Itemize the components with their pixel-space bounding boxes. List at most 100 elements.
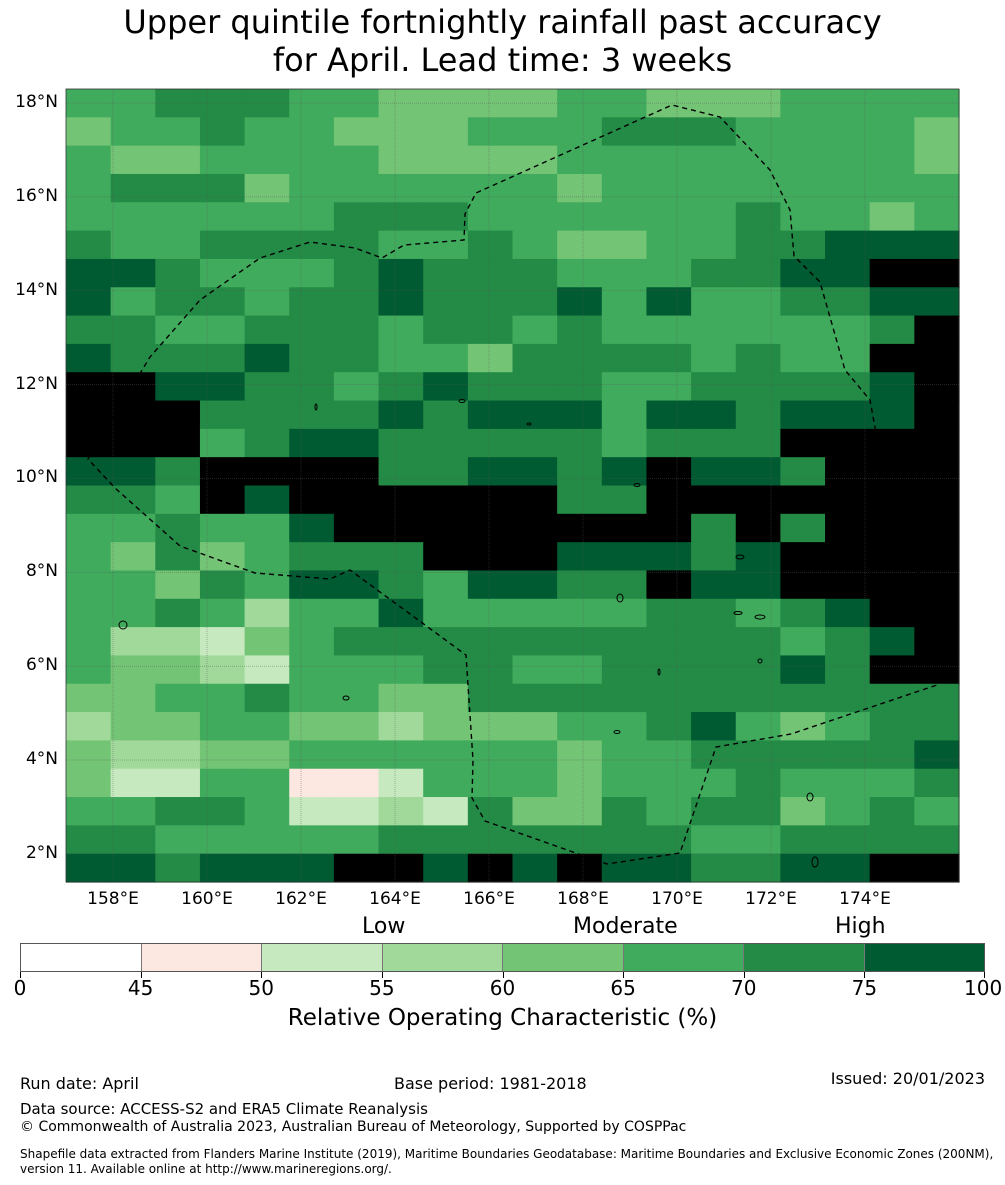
grid-cell <box>66 230 112 260</box>
grid-cell <box>646 853 692 883</box>
latitude-label: 2°N <box>25 842 58 863</box>
grid-cell <box>155 173 201 203</box>
grid-cell <box>66 457 112 487</box>
grid-cell <box>825 117 871 147</box>
colorbar-tick <box>502 972 504 978</box>
grid-cell <box>66 343 112 373</box>
grid-cell <box>914 117 960 147</box>
grid-cell <box>646 145 692 175</box>
grid-cell <box>467 712 514 741</box>
grid-cell <box>155 343 201 373</box>
grid-cell <box>512 513 558 543</box>
grid-cell <box>557 683 603 713</box>
grid-cell <box>467 230 514 260</box>
colorbar-tick <box>984 972 985 978</box>
grid-cell <box>244 683 290 713</box>
grid-cell <box>155 853 201 883</box>
grid-cell <box>914 287 960 317</box>
grid-cell <box>512 853 558 883</box>
grid-cell <box>646 740 692 770</box>
grid-cell <box>601 173 648 203</box>
grid-cell <box>557 372 603 402</box>
grid-cell <box>155 740 201 770</box>
grid-cell <box>244 315 290 345</box>
grid-cell <box>467 825 514 855</box>
grid-cell <box>244 513 290 543</box>
grid-cell <box>869 343 915 373</box>
grid-cell <box>110 768 156 798</box>
grid-cell <box>155 683 201 713</box>
grid-cell <box>423 202 469 232</box>
grid-cell <box>601 797 648 826</box>
grid-cell <box>825 457 871 487</box>
grid-cell <box>691 89 737 118</box>
grid-cell <box>780 145 826 175</box>
grid-cell <box>289 513 335 543</box>
map-title-line-2: for April. Lead time: 3 weeks <box>272 41 733 79</box>
grid-cell <box>512 485 558 515</box>
grid-cell <box>691 513 737 543</box>
grid-cell <box>914 173 960 203</box>
grid-cell <box>423 797 469 826</box>
grid-cell <box>199 683 246 713</box>
grid-cell <box>601 343 648 373</box>
grid-cell <box>423 712 469 741</box>
latitude-label: 8°N <box>25 561 58 582</box>
grid-cell <box>557 627 603 657</box>
island <box>526 422 532 426</box>
grid-cell <box>333 457 380 487</box>
map-frame <box>65 88 960 883</box>
colorbar-tick <box>261 972 263 978</box>
grid-cell <box>467 202 514 232</box>
island <box>757 658 763 664</box>
grid-cell <box>646 542 692 572</box>
grid-cell <box>66 400 112 430</box>
grid-cell <box>869 740 915 770</box>
grid-cell <box>155 372 201 402</box>
grid-cell <box>199 400 246 430</box>
grid-cell <box>825 343 871 373</box>
grid-cell <box>467 117 514 147</box>
grid-cell <box>378 457 424 487</box>
island <box>806 792 814 802</box>
grid-cell <box>601 202 648 232</box>
grid-cell <box>646 428 692 458</box>
grid-cell <box>646 173 692 203</box>
colorbar-tick <box>20 972 21 978</box>
grid-cell <box>155 825 201 855</box>
latitude-label: 16°N <box>15 185 58 206</box>
grid-cell <box>155 797 201 826</box>
grid-cell <box>155 315 201 345</box>
grid-cell <box>691 173 737 203</box>
grid-cell <box>199 173 246 203</box>
grid-cell <box>601 428 648 458</box>
grid-cell <box>825 485 871 515</box>
grid-cell <box>244 542 290 572</box>
grid-cell <box>289 485 335 515</box>
grid-cell <box>66 145 112 175</box>
grid-cell <box>333 315 380 345</box>
grid-cell <box>199 315 246 345</box>
grid-cell <box>244 797 290 826</box>
grid-cell <box>825 655 871 685</box>
grid-cell <box>512 598 558 628</box>
category-moderate-label: Moderate <box>573 914 678 939</box>
grid-cell <box>110 145 156 175</box>
grid-cell <box>155 258 201 288</box>
grid-cell <box>557 542 603 572</box>
grid-cell <box>378 400 424 430</box>
grid-cell <box>333 542 380 572</box>
grid-cell <box>110 258 156 288</box>
grid-cell <box>601 655 648 685</box>
category-high-label: High <box>835 914 886 939</box>
grid-cell <box>869 173 915 203</box>
grid-cell <box>735 457 781 487</box>
grid-cell <box>780 768 826 798</box>
grid-cell <box>601 513 648 543</box>
grid-cell <box>869 400 915 430</box>
grid-cell <box>378 315 424 345</box>
grid-cell <box>512 145 558 175</box>
grid-cell <box>914 89 960 118</box>
grid-cell <box>825 768 871 798</box>
grid-cell <box>333 173 380 203</box>
